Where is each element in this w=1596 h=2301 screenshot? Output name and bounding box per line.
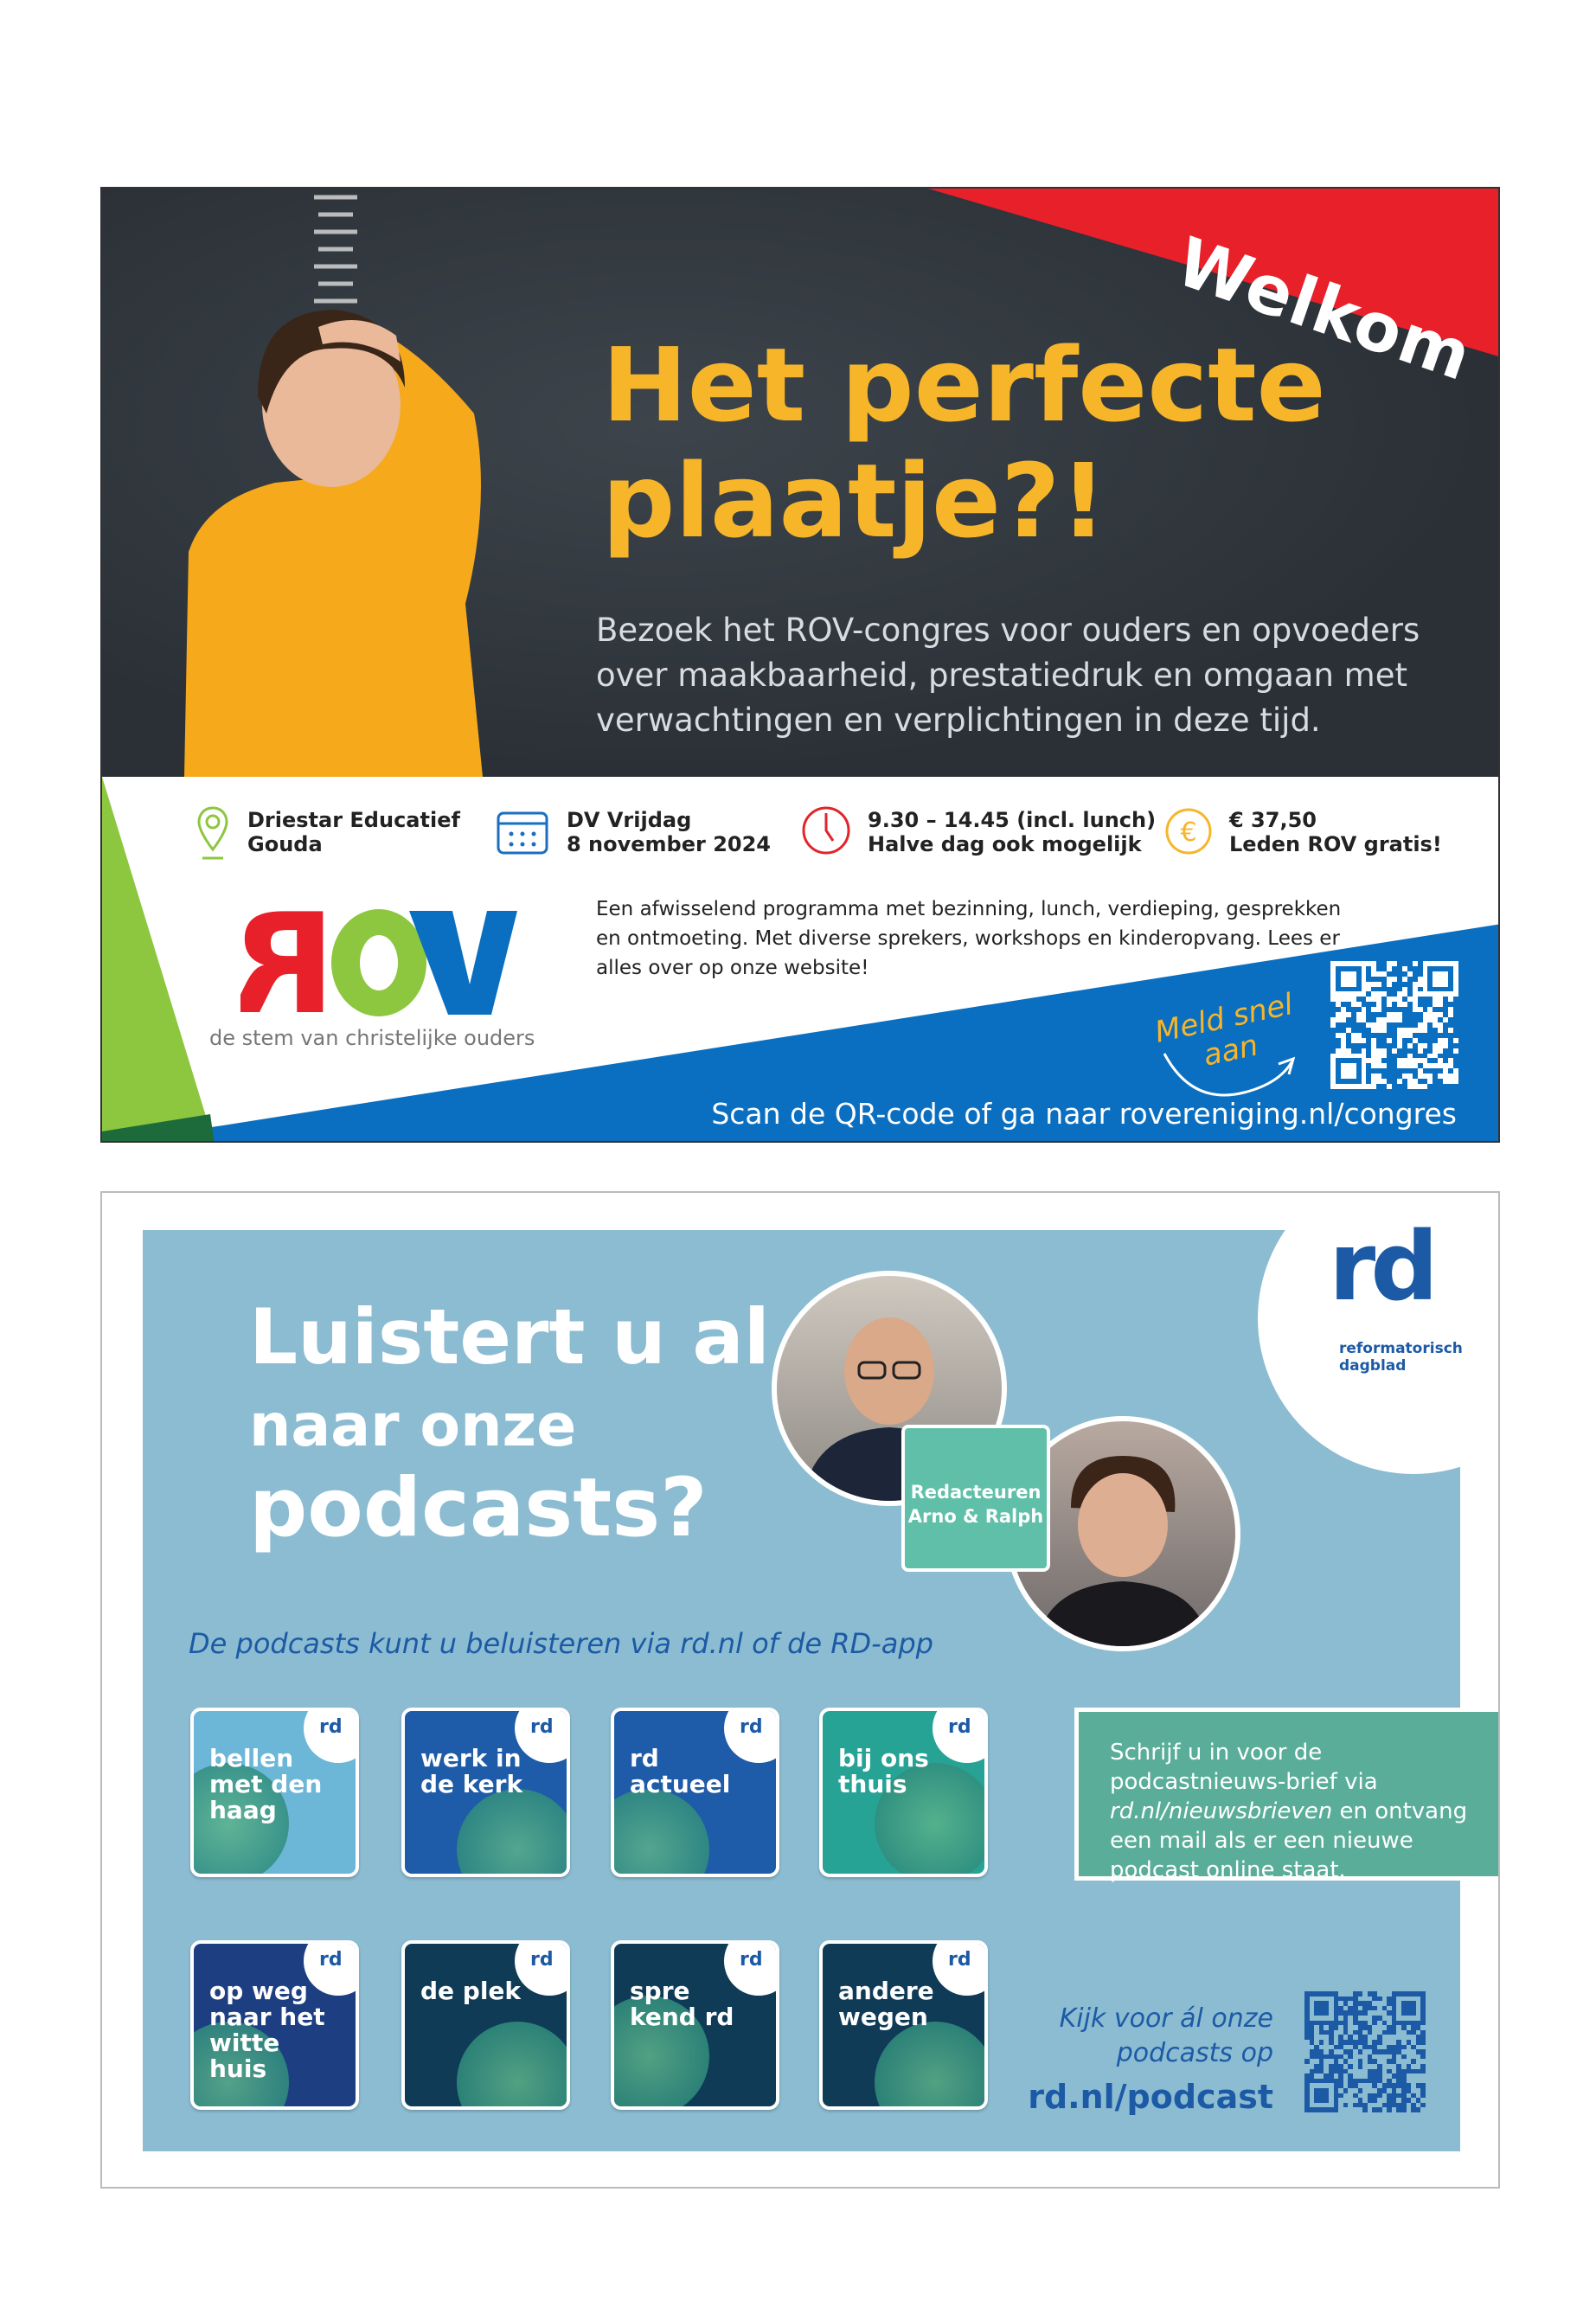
chalkboard-photo: Welkom Het perfecte plaatje?! Bezoek het … xyxy=(102,189,1498,777)
podcast-title: werk in de kerk xyxy=(420,1744,523,1798)
calendar-icon xyxy=(496,808,549,860)
podcast-tile[interactable]: rd andere wegen xyxy=(819,1940,988,2110)
child-photo xyxy=(184,195,483,777)
rov-advertisement: Welkom Het perfecte plaatje?! Bezoek het … xyxy=(100,187,1500,1143)
more-podcasts-text: Kijk voor ál onze podcasts op xyxy=(1059,2003,1273,2068)
info-time: 9.30 – 14.45 (incl. lunch) Halve dag ook … xyxy=(868,808,1157,856)
program-description: Een afwisselend programma met bezinning,… xyxy=(596,898,1342,979)
podcast-tile[interactable]: rd de plek xyxy=(401,1940,570,2110)
podcast-title: andere wegen xyxy=(838,1977,934,2031)
rd-advertisement: rd reformatorisch dagblad Luistert u al n… xyxy=(100,1191,1500,2189)
podcast-tile[interactable]: rd rd actueel xyxy=(611,1708,779,1877)
rd-badge: rd xyxy=(933,1944,984,1996)
podcast-tile[interactable]: rd bij ons thuis xyxy=(819,1708,988,1877)
podcast-title: bij ons thuis xyxy=(838,1744,929,1798)
podcast-tile[interactable]: rd werk in de kerk xyxy=(401,1708,570,1877)
intro-text: Bezoek het ROV-congres voor ouders en op… xyxy=(596,612,1420,739)
podcast-tile[interactable]: rd op weg naar het witte huis xyxy=(190,1940,359,2110)
editors-label: Redacteuren Arno & Ralph xyxy=(901,1425,1050,1572)
qr-code-podcast[interactable] xyxy=(1304,1991,1426,2112)
info-date: DV Vrijdag 8 november 2024 xyxy=(567,808,772,856)
podcast-title: rd actueel xyxy=(630,1744,731,1798)
podcast-title: op weg naar het witte huis xyxy=(209,1977,325,2083)
background-shapes xyxy=(102,777,1498,1141)
headline-line1: Luistert u al xyxy=(249,1292,770,1381)
rd-badge: rd xyxy=(304,1711,356,1763)
newsletter-box: Schrijf u in voor de podcastnieuws-brief… xyxy=(1074,1708,1498,1883)
info-price: € 37,50 Leden ROV gratis! xyxy=(1229,808,1442,856)
rd-badge: rd xyxy=(724,1711,776,1763)
rd-badge: rd xyxy=(515,1944,567,1996)
headline-line2: naar onze xyxy=(249,1392,577,1460)
headline: Het perfecte plaatje?! xyxy=(602,325,1326,561)
svg-text:R: R xyxy=(240,907,336,1019)
rd-logo-text: reformatorisch dagblad xyxy=(1339,1340,1463,1375)
podcast-title: de plek xyxy=(420,1977,522,2005)
headline-line3: podcasts? xyxy=(249,1461,708,1555)
podcast-tile[interactable]: rd bellen met den haag xyxy=(190,1708,359,1877)
scan-link[interactable]: Scan de QR-code of ga naar rovereniging.… xyxy=(711,1097,1457,1131)
arrow-icon xyxy=(1163,1053,1296,1097)
rov-tagline: de stem van christelijke ouders xyxy=(209,1026,535,1050)
clock-icon xyxy=(800,804,852,860)
podcast-url[interactable]: rd.nl/podcast xyxy=(1028,2078,1273,2116)
rov-logo: R xyxy=(240,907,517,1019)
podcast-tile[interactable]: rd spre kend rd xyxy=(611,1940,779,2110)
euro-icon: € xyxy=(1163,806,1214,860)
info-location: Driestar Educatief Gouda xyxy=(247,808,460,856)
rd-logo: rd xyxy=(1329,1211,1439,1322)
podcast-title: spre kend rd xyxy=(630,1977,734,2031)
podcast-title: bellen met den haag xyxy=(209,1744,323,1824)
newsletter-link[interactable]: rd.nl/nieuwsbrieven xyxy=(1110,1798,1333,1824)
location-pin-icon xyxy=(195,804,230,865)
podcast-subtitle: De podcasts kunt u beluisteren via rd.nl… xyxy=(189,1627,933,1660)
qr-code[interactable] xyxy=(1330,961,1458,1089)
svg-text:€: € xyxy=(1180,817,1196,848)
